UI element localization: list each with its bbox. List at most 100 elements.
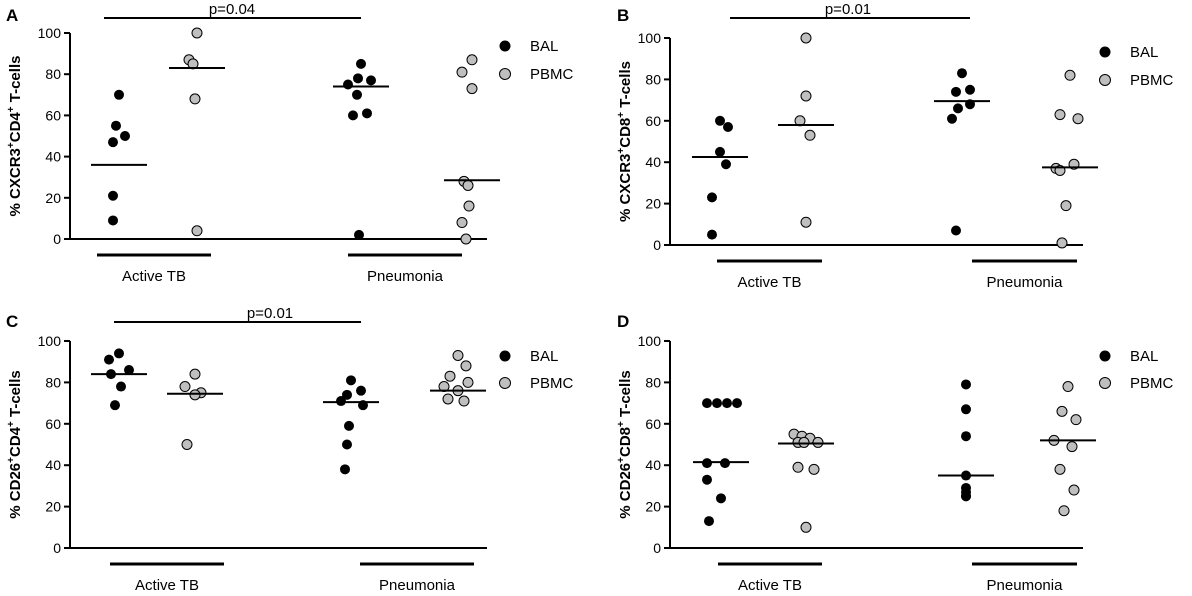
data-point-pbmc bbox=[1058, 505, 1070, 517]
data-point-bal bbox=[108, 137, 118, 148]
y-tick-label: 100 bbox=[638, 333, 662, 349]
y-axis-title-part: T-cells bbox=[7, 370, 24, 421]
data-point-pbmc bbox=[456, 217, 468, 229]
data-point-bal bbox=[702, 474, 712, 485]
data-point-bal bbox=[951, 225, 961, 236]
data-point-bal bbox=[951, 86, 961, 97]
y-tick-label: 80 bbox=[45, 66, 61, 82]
y-axis-title: % CD26+CD4+ T-cells bbox=[6, 370, 24, 518]
panel-letter: A bbox=[6, 6, 18, 25]
data-point-pbmc bbox=[1070, 414, 1082, 426]
y-axis-title-part: T-cells bbox=[7, 56, 24, 107]
y-tick-label: 100 bbox=[38, 333, 62, 349]
data-point-pbmc bbox=[460, 233, 472, 245]
pvalue-label: p=0.04 bbox=[209, 1, 255, 18]
legend-marker-pbmc bbox=[499, 68, 511, 80]
data-point-pbmc bbox=[444, 370, 456, 382]
y-axis-title-superscript: + bbox=[6, 421, 17, 427]
y-tick-label: 100 bbox=[638, 30, 662, 46]
data-point-pbmc bbox=[1062, 381, 1074, 393]
data-point-pbmc bbox=[1068, 484, 1080, 496]
legend-marker-bal bbox=[1099, 350, 1111, 362]
group-label: Active TB bbox=[135, 577, 199, 591]
data-point-pbmc bbox=[800, 521, 812, 533]
y-axis-title-superscript: + bbox=[6, 457, 17, 463]
y-axis-title: % CXCR3+CD4+ T-cells bbox=[6, 56, 24, 217]
data-point-bal bbox=[343, 79, 353, 90]
y-tick-label: 40 bbox=[45, 457, 61, 473]
data-point-pbmc bbox=[1066, 441, 1078, 453]
data-point-bal bbox=[342, 439, 352, 450]
data-point-bal bbox=[124, 364, 134, 375]
data-point-bal bbox=[108, 190, 118, 201]
data-point-bal bbox=[114, 89, 124, 100]
data-point-bal bbox=[342, 389, 352, 400]
y-tick-label: 80 bbox=[645, 374, 661, 390]
data-point-bal bbox=[356, 58, 366, 69]
y-tick-label: 40 bbox=[645, 154, 661, 170]
data-point-bal bbox=[704, 516, 714, 527]
data-point-pbmc bbox=[792, 461, 804, 473]
data-point-pbmc bbox=[189, 368, 201, 380]
data-point-bal bbox=[707, 192, 717, 203]
group-label: Active TB bbox=[738, 274, 802, 291]
data-point-bal bbox=[114, 348, 124, 359]
panel-letter: B bbox=[617, 6, 629, 25]
y-tick-label: 20 bbox=[45, 499, 61, 515]
pvalue-label: p=0.01 bbox=[247, 305, 293, 322]
y-axis-title-part: % CXCR3 bbox=[7, 148, 24, 216]
legend-label-pbmc: PBMC bbox=[1130, 375, 1174, 392]
y-tick-label: 0 bbox=[53, 540, 61, 556]
data-point-pbmc bbox=[181, 439, 193, 450]
pvalue-label: p=0.01 bbox=[825, 1, 871, 18]
legend-marker-pbmc bbox=[1099, 74, 1111, 86]
data-point-pbmc bbox=[466, 83, 478, 95]
data-point-bal bbox=[712, 398, 722, 409]
data-point-bal bbox=[715, 115, 725, 126]
data-point-pbmc bbox=[462, 179, 474, 191]
data-point-bal bbox=[961, 431, 971, 442]
data-point-bal bbox=[353, 73, 363, 84]
data-point-bal bbox=[344, 420, 354, 431]
y-tick-label: 60 bbox=[645, 416, 661, 432]
data-point-pbmc bbox=[1056, 237, 1068, 249]
data-point-pbmc bbox=[800, 216, 812, 228]
data-point-pbmc bbox=[456, 66, 468, 78]
data-point-bal bbox=[348, 110, 358, 121]
legend-label-pbmc: PBMC bbox=[530, 375, 574, 392]
data-point-pbmc bbox=[800, 90, 812, 102]
group-label: Active TB bbox=[122, 268, 186, 285]
data-point-pbmc bbox=[800, 32, 812, 44]
data-point-pbmc bbox=[466, 54, 478, 66]
y-tick-label: 20 bbox=[645, 499, 661, 515]
data-point-bal bbox=[961, 379, 971, 390]
data-point-pbmc bbox=[189, 93, 201, 105]
y-tick-label: 20 bbox=[45, 190, 61, 206]
data-point-pbmc bbox=[191, 225, 203, 237]
data-point-bal bbox=[352, 89, 362, 100]
data-point-bal bbox=[108, 215, 118, 226]
y-tick-label: 0 bbox=[53, 231, 61, 247]
group-label: Pneumonia bbox=[987, 274, 1064, 291]
legend-marker-bal bbox=[499, 350, 511, 362]
y-tick-label: 60 bbox=[45, 416, 61, 432]
data-point-pbmc bbox=[189, 389, 201, 401]
panel-letter: D bbox=[617, 312, 629, 331]
data-point-pbmc bbox=[179, 381, 191, 393]
legend-label-bal: BAL bbox=[530, 348, 558, 365]
legend-label-pbmc: PBMC bbox=[530, 66, 574, 83]
data-point-pbmc bbox=[798, 436, 810, 448]
y-tick-label: 0 bbox=[653, 540, 661, 556]
data-point-bal bbox=[702, 458, 712, 469]
group-label: Pneumonia bbox=[379, 577, 456, 591]
y-axis-title: % CD26+CD8+ T-cells bbox=[616, 370, 634, 518]
data-point-bal bbox=[965, 84, 975, 95]
y-axis-title-part: T-cells bbox=[617, 61, 634, 112]
data-point-bal bbox=[702, 398, 712, 409]
data-point-pbmc bbox=[804, 129, 816, 141]
y-tick-label: 40 bbox=[45, 149, 61, 165]
y-tick-label: 40 bbox=[645, 457, 661, 473]
legend-marker-pbmc bbox=[1099, 377, 1111, 389]
data-point-bal bbox=[336, 396, 346, 407]
